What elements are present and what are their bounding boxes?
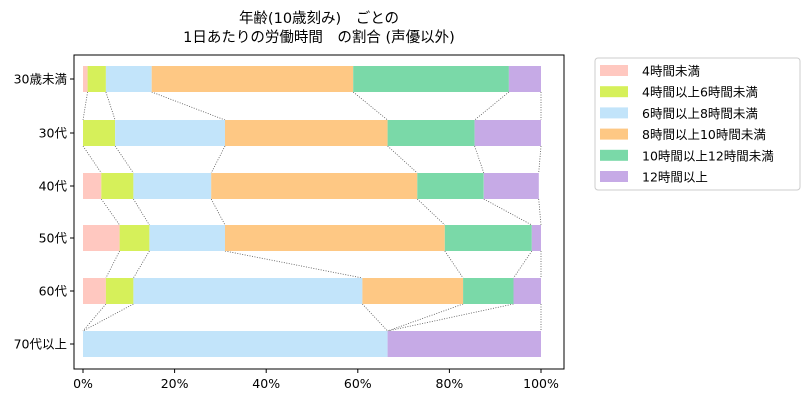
y-tick-label: 40代 bbox=[39, 179, 68, 194]
connector-line bbox=[387, 303, 464, 332]
y-tick-label: 60代 bbox=[39, 284, 68, 299]
connector-line bbox=[151, 91, 226, 121]
bar-segment bbox=[387, 120, 475, 146]
bar-segment bbox=[83, 331, 388, 357]
bar-segment bbox=[362, 278, 464, 304]
bar-segment bbox=[531, 225, 541, 251]
connector-line bbox=[210, 145, 226, 174]
title-line-0: 年齢(10歳刻み) ごとの bbox=[239, 10, 399, 27]
bar-segment bbox=[83, 120, 116, 146]
x-axis: 0% 20% 40% 60% 80% 100% bbox=[73, 369, 559, 391]
legend-label: 10時間以上12時間未満 bbox=[642, 148, 774, 163]
legend-swatch bbox=[600, 171, 628, 182]
connector-line bbox=[387, 303, 514, 332]
y-tick-label: 50代 bbox=[39, 231, 68, 246]
connector-line bbox=[82, 303, 134, 332]
legend-swatch bbox=[600, 86, 628, 98]
bar-segment bbox=[87, 66, 106, 92]
bar-segment bbox=[474, 120, 541, 146]
bar-segment bbox=[133, 173, 212, 199]
connector-line bbox=[387, 145, 418, 174]
connector-line bbox=[105, 250, 120, 279]
bar-segment bbox=[387, 331, 541, 357]
connector-line bbox=[224, 250, 363, 279]
connector-line bbox=[82, 303, 107, 332]
legend-swatch bbox=[600, 128, 628, 140]
legend-swatch bbox=[600, 65, 628, 76]
bar-segment bbox=[101, 173, 134, 199]
y-tick-label: 30代 bbox=[39, 126, 68, 141]
connector-line bbox=[114, 145, 134, 174]
connector-line bbox=[362, 303, 388, 332]
legend-label: 4時間未満 bbox=[642, 64, 700, 79]
bar-segment bbox=[105, 278, 134, 304]
legend-label: 12時間以上 bbox=[642, 170, 708, 185]
legend-label: 4時間以上6時間未満 bbox=[642, 85, 758, 100]
connector-line bbox=[474, 145, 485, 174]
connector-line bbox=[100, 198, 120, 226]
connector-line bbox=[210, 198, 226, 226]
bars bbox=[83, 66, 541, 357]
connector-line bbox=[538, 198, 542, 226]
plot-frame bbox=[73, 54, 565, 370]
legend: 4時間未満 4時間以上6時間未満 6時間以上8時間未満 8時間以上10時間未満 10時間… bbox=[594, 57, 801, 191]
bar-segment bbox=[444, 225, 532, 251]
connector-line bbox=[474, 91, 510, 121]
bar-segment bbox=[353, 66, 509, 92]
y-tick-label: 30歳未満 bbox=[14, 72, 67, 87]
bar-segment bbox=[225, 225, 445, 251]
x-tick-label: 100% bbox=[523, 376, 559, 391]
connector-line bbox=[133, 198, 150, 226]
connector-lines bbox=[82, 91, 542, 332]
bar-segment bbox=[225, 120, 388, 146]
connector-line bbox=[444, 250, 464, 279]
bar-segment bbox=[149, 225, 225, 251]
bar-segment bbox=[151, 66, 354, 92]
connector-line bbox=[105, 91, 116, 121]
bar-segment bbox=[483, 173, 539, 199]
legend-label: 6時間以上8時間未満 bbox=[642, 106, 758, 121]
x-tick-label: 40% bbox=[252, 376, 280, 391]
connector-line bbox=[417, 198, 446, 226]
title-line-1: 1日あたりの労働時間 の割合 (声優以外) bbox=[183, 28, 455, 46]
connector-line bbox=[82, 145, 102, 174]
bar-segment bbox=[133, 278, 363, 304]
bar-segment bbox=[417, 173, 484, 199]
legend-box bbox=[594, 57, 801, 191]
connector-line bbox=[133, 250, 150, 279]
bar-segment bbox=[83, 66, 88, 92]
legend-swatch bbox=[600, 149, 628, 161]
bar-segment bbox=[115, 120, 225, 146]
bar-segment bbox=[513, 278, 541, 304]
bar-segment bbox=[463, 278, 514, 304]
connector-line bbox=[513, 250, 533, 279]
connector-line bbox=[352, 91, 388, 121]
bar-segment bbox=[83, 225, 120, 251]
bar-segment bbox=[119, 225, 150, 251]
connector-line bbox=[483, 198, 532, 226]
y-axis: 30歳未満 30代 40代 50代 60代 70代以上 bbox=[14, 72, 74, 352]
y-tick-label: 70代以上 bbox=[14, 337, 67, 352]
legend-swatch bbox=[600, 107, 628, 119]
bar-segment bbox=[83, 173, 102, 199]
connector-line bbox=[82, 91, 88, 121]
connector-line bbox=[538, 145, 542, 174]
x-tick-label: 0% bbox=[73, 376, 93, 391]
bar-segment bbox=[105, 66, 152, 92]
bar-segment bbox=[508, 66, 541, 92]
bar-segment bbox=[83, 278, 106, 304]
x-tick-label: 60% bbox=[344, 376, 372, 391]
bar-segment bbox=[211, 173, 418, 199]
x-tick-label: 20% bbox=[161, 376, 189, 391]
x-tick-label: 80% bbox=[436, 376, 464, 391]
legend-label: 8時間以上10時間未満 bbox=[642, 127, 766, 142]
